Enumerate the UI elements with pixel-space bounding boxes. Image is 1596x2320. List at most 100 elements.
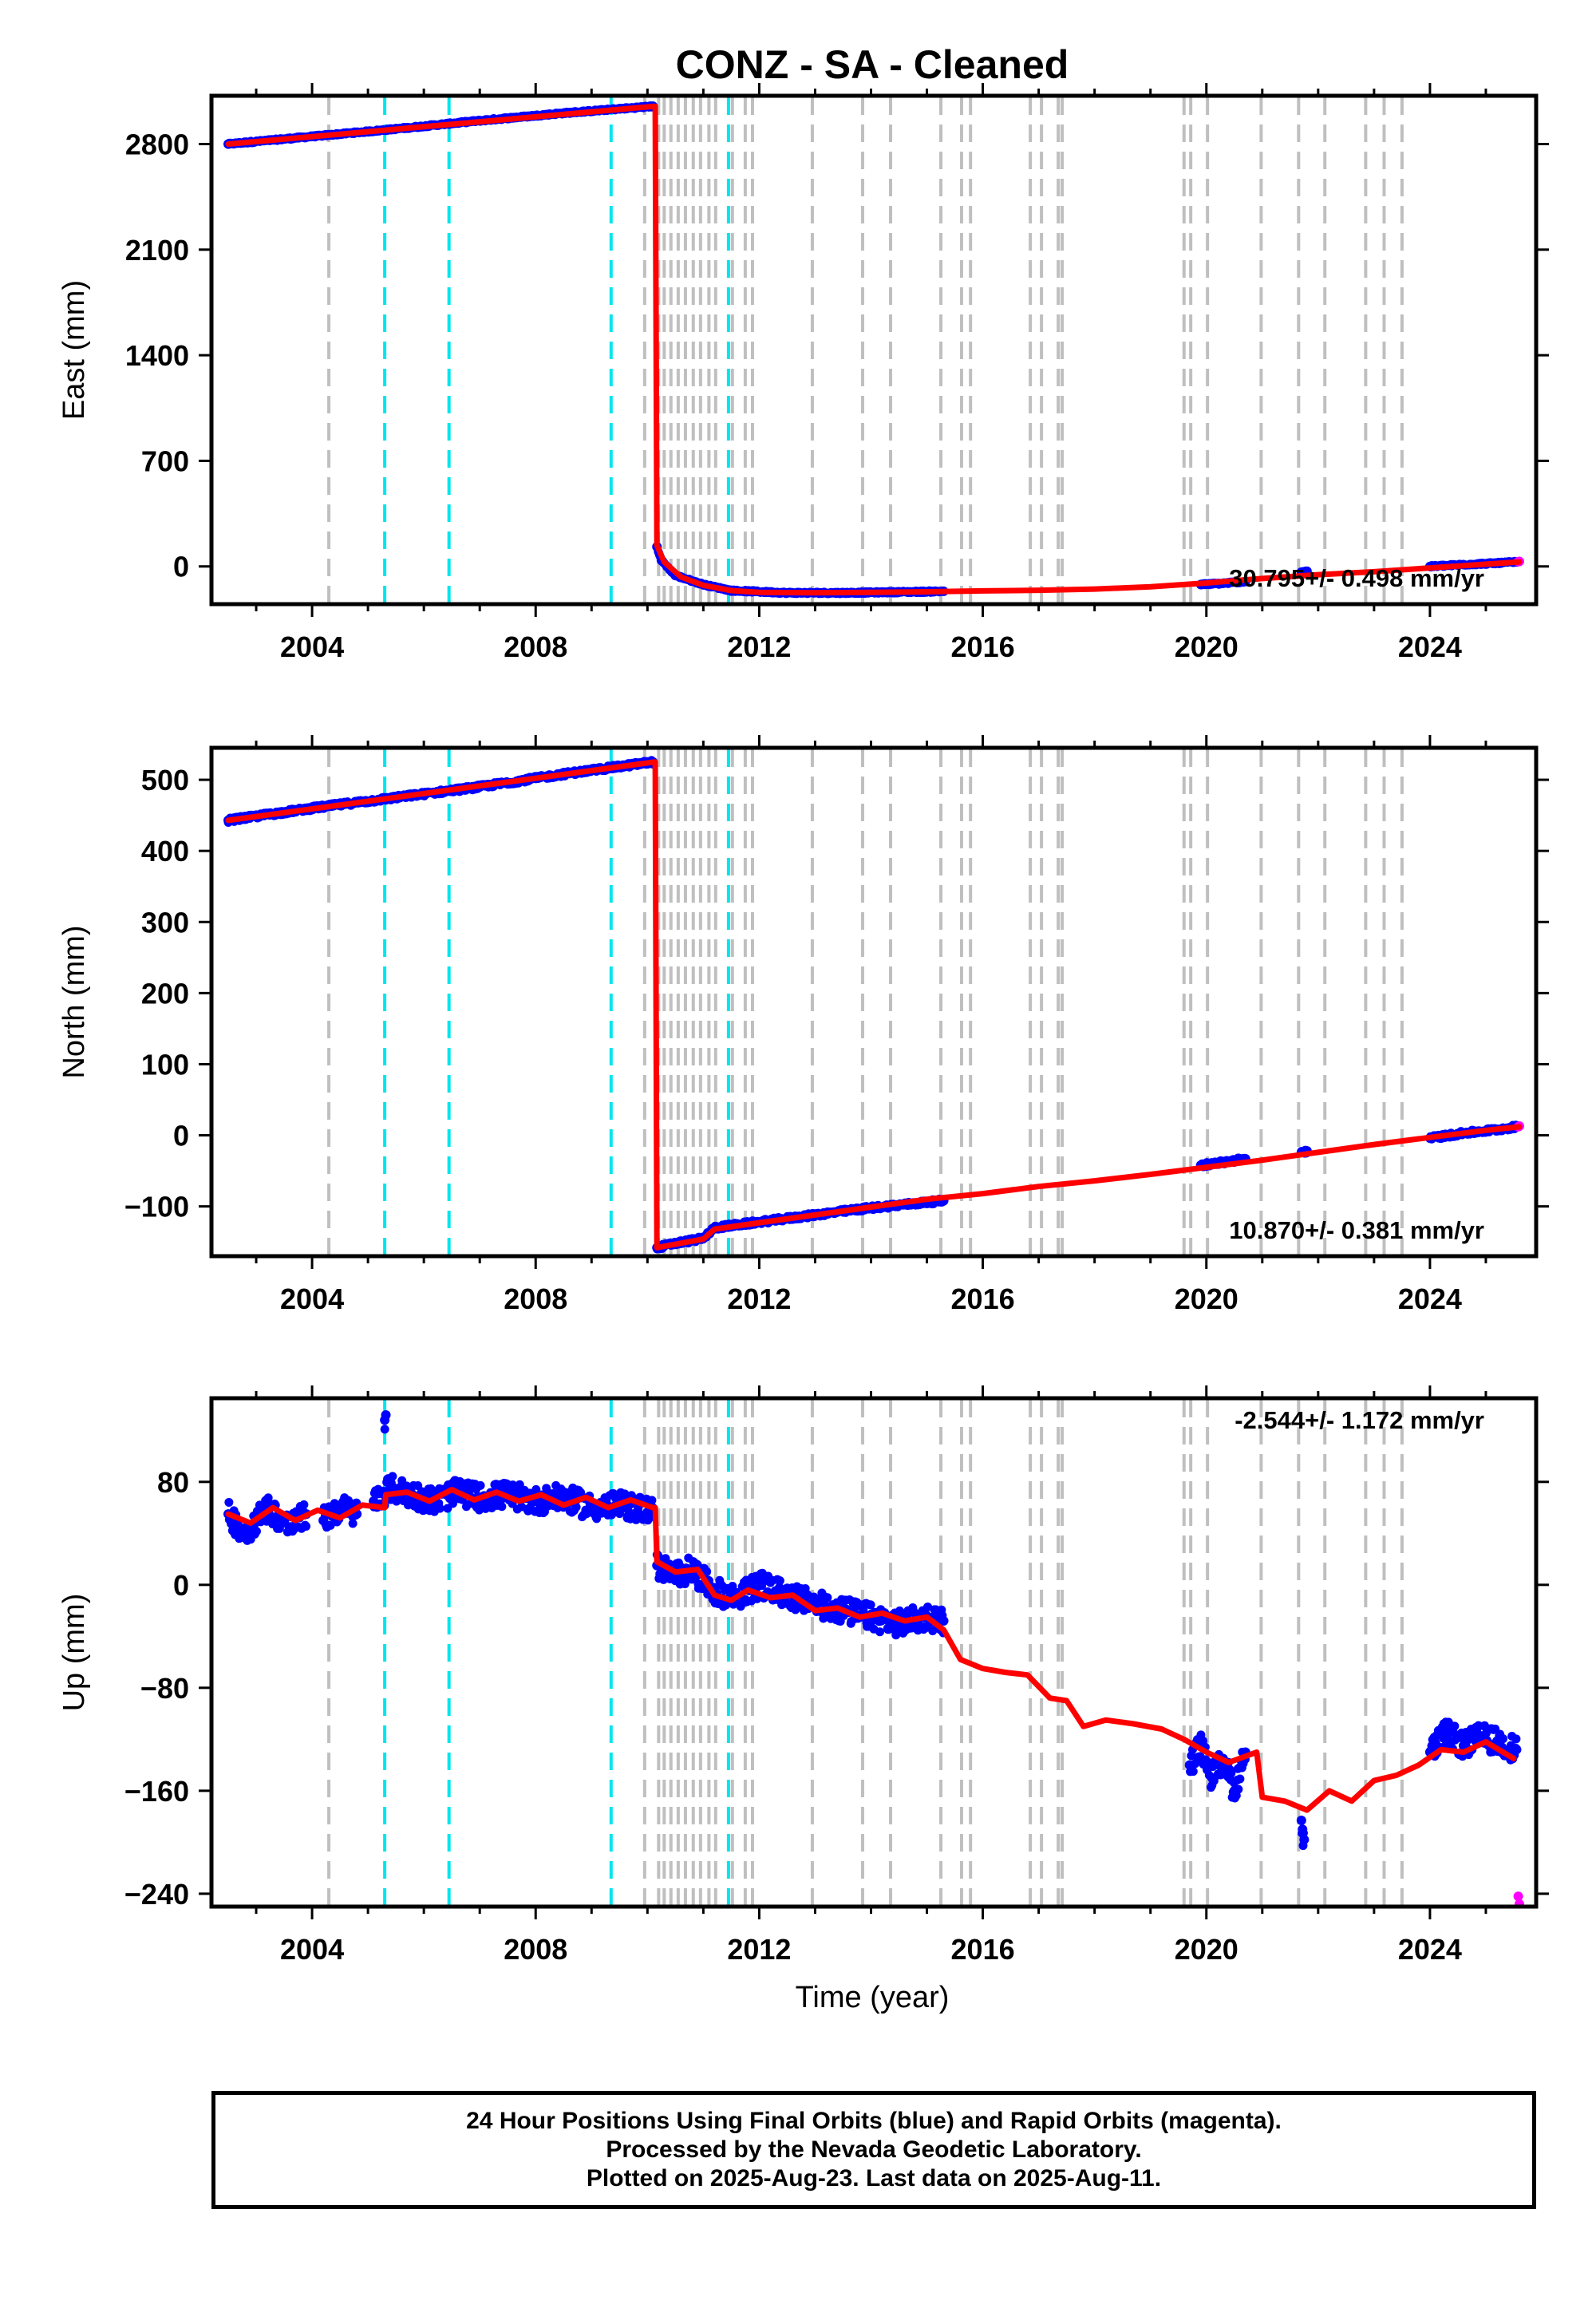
data-point — [251, 1527, 261, 1536]
x-tick-label: 2016 — [951, 1283, 1015, 1315]
data-point — [866, 1600, 875, 1610]
plot-frame — [209, 93, 1539, 607]
data-point — [348, 1519, 358, 1528]
earthquake-lines — [383, 749, 730, 1255]
y-tick-label: −80 — [140, 1672, 189, 1705]
x-tick-label: 2016 — [951, 1933, 1015, 1966]
y-tick-label: 1400 — [125, 339, 189, 372]
y-axis-title: Up (mm) — [57, 1594, 91, 1712]
data-point — [923, 1602, 933, 1611]
x-tick-label: 2020 — [1175, 1933, 1238, 1966]
equipment-change-lines — [327, 97, 1404, 603]
data-point — [823, 1593, 832, 1603]
x-tick-label: 2020 — [1175, 1283, 1238, 1315]
footer-info-box: 24 Hour Positions Using Final Orbits (bl… — [211, 2091, 1536, 2209]
data-point — [1298, 1828, 1308, 1838]
x-tick-label: 2008 — [504, 1283, 567, 1315]
data-point — [1211, 1761, 1221, 1770]
data-point — [1296, 1815, 1306, 1825]
model-fit-line — [225, 103, 1523, 596]
y-tick-label: 2100 — [125, 234, 189, 267]
model-line-segment — [652, 1504, 660, 1565]
model-line-segment — [225, 759, 658, 824]
final-orbit-points — [223, 1409, 1522, 1851]
x-tick-label: 2004 — [280, 1283, 344, 1315]
footer-line-orbits: 24 Hour Positions Using Final Orbits (bl… — [466, 2108, 1282, 2134]
y-tick-label: 300 — [141, 906, 189, 939]
data-point — [224, 1497, 234, 1507]
data-layer — [223, 756, 1524, 1254]
data-point — [680, 1579, 689, 1589]
footer-line-processed: Processed by the Nevada Geodetic Laborat… — [606, 2136, 1142, 2163]
x-axis-ticks: 2004 2008 2012 2016 2020 2024 — [255, 83, 1487, 663]
data-point — [1499, 1734, 1508, 1744]
model-line-segment — [225, 103, 658, 147]
model-line-segment — [225, 1487, 656, 1526]
data-point — [1235, 1774, 1245, 1784]
y-tick-label: 80 — [157, 1466, 189, 1499]
x-tick-label: 2004 — [280, 630, 344, 663]
panel-up: 2004 2008 2012 2016 2020 2024 −240 −160 −80 0 80 Up… — [57, 1385, 1549, 1966]
panel-east: 2004 2008 2012 2016 2020 2024 0 700 1400 2100 2800… — [57, 83, 1549, 663]
y-axis-title: East (mm) — [57, 280, 91, 420]
model-fit-line — [225, 759, 1523, 1251]
data-point — [497, 1502, 507, 1512]
x-axis-ticks: 2004 2008 2012 2016 2020 2024 — [255, 735, 1487, 1315]
model-line-segment — [654, 542, 1523, 596]
x-tick-label: 2004 — [280, 1933, 344, 1966]
plot-frame — [209, 1396, 1539, 1909]
y-tick-label: 400 — [141, 835, 189, 868]
y-axis-ticks: −240 −160 −80 0 80 — [124, 1466, 1549, 1911]
footer-line-plotted: Plotted on 2025-Aug-23. Last data on 202… — [586, 2165, 1162, 2192]
model-line-segment — [652, 759, 660, 1251]
data-point — [1188, 1767, 1198, 1777]
data-point — [1234, 1784, 1243, 1794]
data-point — [476, 1480, 485, 1490]
velocity-label: 30.795+/- 0.498 mm/yr — [1229, 564, 1484, 592]
x-tick-label: 2008 — [504, 1933, 567, 1966]
data-point — [1511, 1743, 1520, 1753]
x-tick-label: 2024 — [1398, 1283, 1462, 1315]
x-axis-ticks: 2004 2008 2012 2016 2020 2024 — [255, 1385, 1487, 1966]
y-tick-label: 0 — [173, 1569, 189, 1602]
data-point — [875, 1627, 885, 1637]
x-tick-label: 2016 — [951, 630, 1015, 663]
data-point — [388, 1472, 397, 1481]
plot-frame — [209, 745, 1539, 1259]
x-tick-label: 2012 — [727, 630, 791, 663]
x-tick-label: 2020 — [1175, 630, 1238, 663]
data-point — [693, 1559, 702, 1569]
figure-title: CONZ - SA - Cleaned — [676, 42, 1069, 87]
final-orbit-points — [223, 756, 1522, 1254]
y-tick-label: −100 — [124, 1191, 189, 1223]
y-tick-label: 2800 — [125, 128, 189, 160]
y-tick-label: 0 — [173, 1120, 189, 1152]
y-tick-label: 100 — [141, 1048, 189, 1081]
y-tick-label: 700 — [141, 445, 189, 477]
data-point — [326, 1520, 335, 1530]
data-point — [938, 1611, 947, 1620]
data-point — [435, 1504, 444, 1513]
y-tick-label: −160 — [124, 1775, 189, 1808]
final-orbit-points — [223, 101, 1522, 599]
data-point — [571, 1502, 581, 1512]
data-point — [302, 1522, 311, 1532]
y-axis-title: North (mm) — [57, 925, 91, 1078]
equipment-change-lines — [327, 749, 1404, 1255]
model-fit-line — [225, 1487, 1517, 1813]
model-line-segment — [654, 1559, 1517, 1813]
data-point — [263, 1493, 273, 1503]
model-line-segment — [654, 1124, 1523, 1251]
velocity-label: 10.870+/- 0.381 mm/yr — [1229, 1216, 1484, 1244]
data-point — [381, 1409, 391, 1420]
y-axis-ticks: −100 0 100 200 300 400 500 — [124, 764, 1549, 1223]
panel-north: 2004 2008 2012 2016 2020 2024 −100 0 100 200 300 40… — [57, 735, 1549, 1315]
equipment-change-lines — [327, 1400, 1404, 1905]
x-tick-label: 2024 — [1398, 1933, 1462, 1966]
velocity-label: -2.544+/- 1.172 mm/yr — [1235, 1406, 1484, 1434]
y-tick-label: 200 — [141, 977, 189, 1010]
y-tick-label: −240 — [124, 1878, 189, 1911]
data-point — [1450, 1721, 1460, 1731]
model-line-segment — [652, 103, 660, 548]
